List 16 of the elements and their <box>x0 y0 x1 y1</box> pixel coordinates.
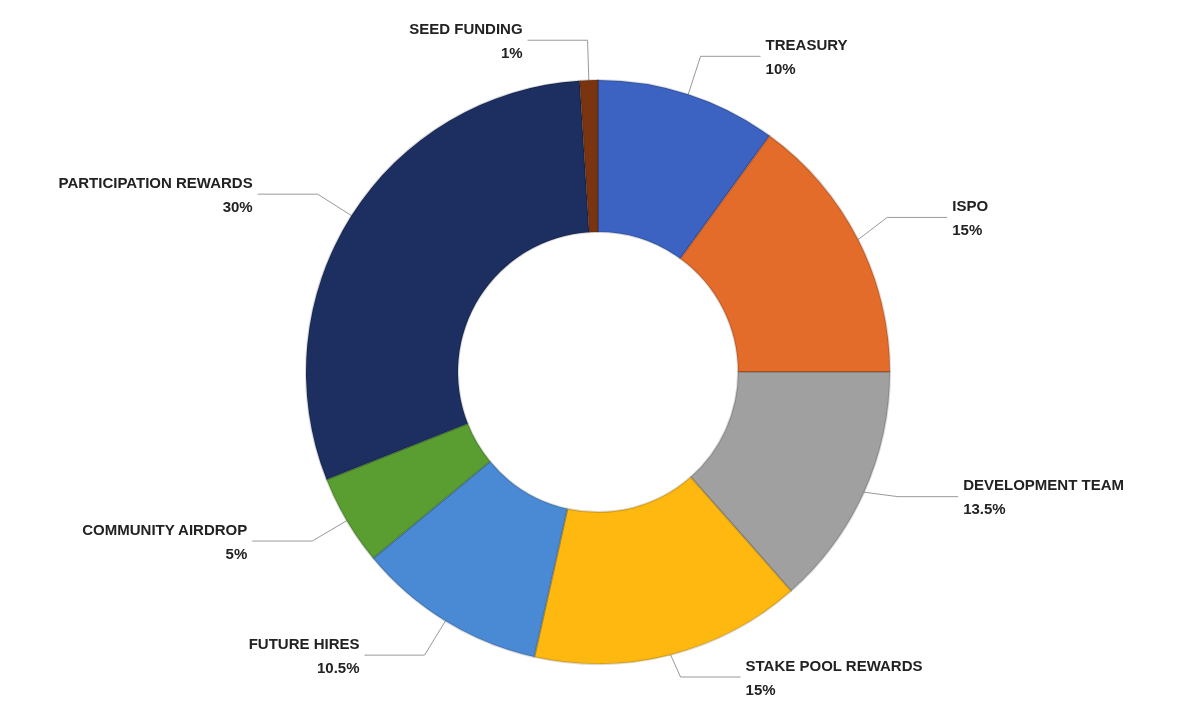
slice-label: TREASURY <box>765 35 848 53</box>
slice-label: ISPO <box>952 196 989 214</box>
data-label: 5% <box>225 544 248 562</box>
slice-label: SEED FUNDING <box>409 19 523 37</box>
data-label: 10.5% <box>316 658 360 676</box>
data-label: 15% <box>745 680 776 698</box>
slice-label: COMMUNITY AIRDROP <box>82 520 248 538</box>
data-label: 1% <box>500 43 523 61</box>
slice-label: FUTURE HIRES <box>248 634 360 652</box>
data-label: 15% <box>952 220 983 238</box>
data-label: 10% <box>765 59 796 77</box>
slice-label: STAKE POOL REWARDS <box>745 656 923 674</box>
slice-label: PARTICIPATION REWARDS <box>58 173 253 191</box>
data-label: 30% <box>222 197 253 215</box>
slice-label: DEVELOPMENT TEAM <box>963 476 1124 494</box>
data-label: 13.5% <box>963 500 1006 518</box>
